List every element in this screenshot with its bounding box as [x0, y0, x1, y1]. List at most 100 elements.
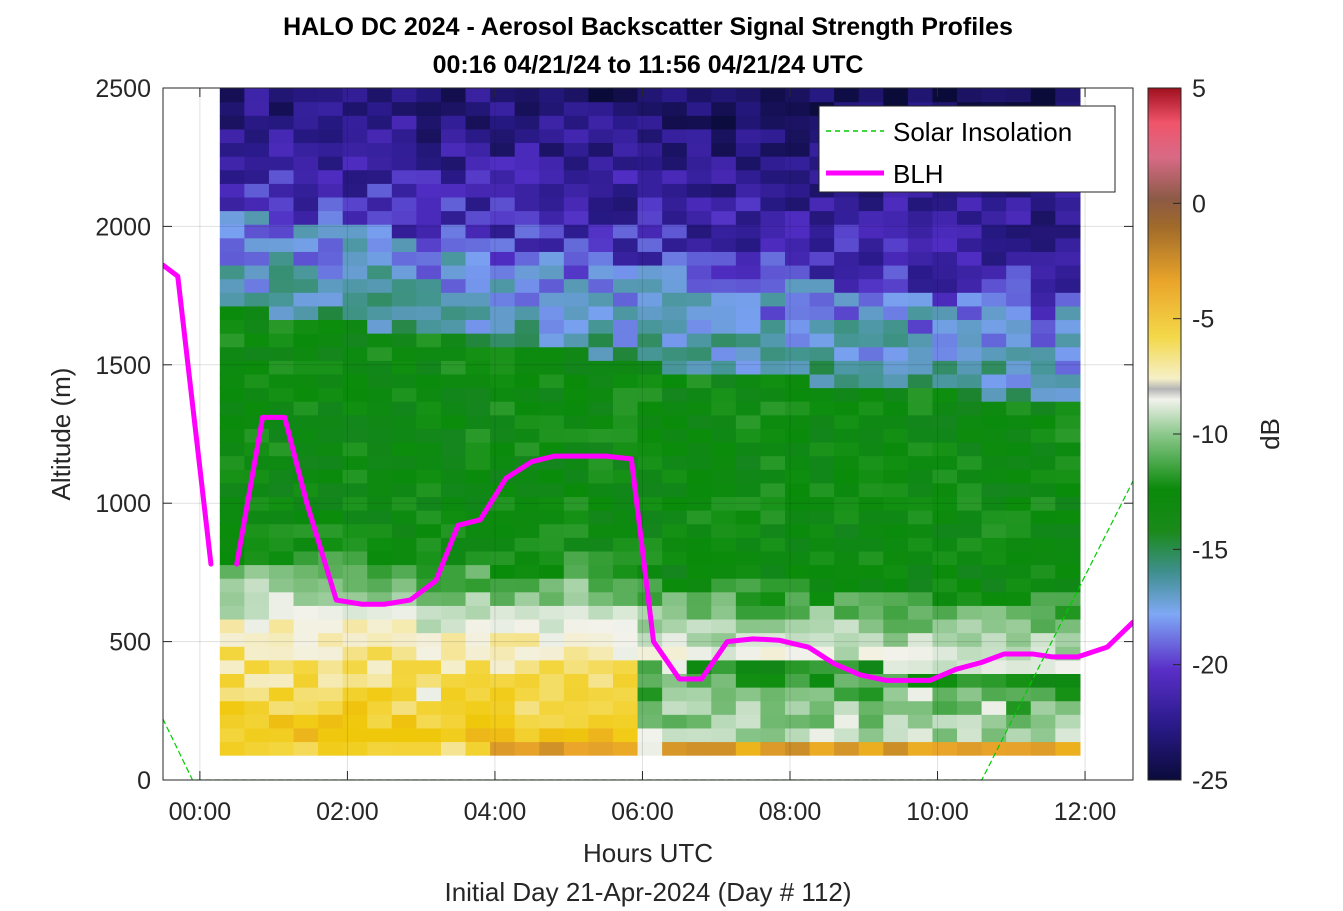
- heatmap-cell: [440, 128, 467, 144]
- heatmap-cell: [1006, 714, 1032, 729]
- heatmap-cell: [957, 346, 983, 361]
- heatmap-cell: [293, 632, 319, 647]
- heatmap-cell: [662, 428, 688, 443]
- heatmap-cell: [465, 305, 491, 321]
- heatmap-cell: [907, 441, 934, 457]
- heatmap-cell: [760, 510, 786, 525]
- heatmap-cell: [539, 373, 565, 389]
- heatmap-cell: [907, 455, 934, 470]
- heatmap-cell: [465, 115, 491, 130]
- heatmap-cell: [490, 319, 516, 334]
- heatmap-cell: [637, 455, 663, 470]
- heatmap-cell: [416, 687, 442, 702]
- heatmap-cell: [244, 169, 270, 184]
- heatmap-cell: [490, 169, 516, 184]
- heatmap-cell: [809, 210, 835, 225]
- heatmap-cell: [907, 264, 934, 280]
- y-tick-label: 0: [137, 767, 151, 795]
- heatmap-cell: [440, 455, 467, 470]
- heatmap-cell: [907, 251, 934, 266]
- heatmap-cell: [858, 401, 884, 416]
- heatmap-cell: [342, 428, 368, 443]
- heatmap-cell: [981, 319, 1007, 334]
- heatmap-cell: [391, 183, 417, 198]
- heatmap-cell: [391, 673, 417, 688]
- heatmap-cell: [416, 523, 442, 538]
- heatmap-cell: [490, 659, 516, 674]
- heatmap-cell: [342, 237, 368, 252]
- heatmap-cell: [318, 251, 344, 266]
- heatmap-cell: [883, 373, 909, 389]
- heatmap-cell: [539, 224, 565, 239]
- heatmap-cell: [465, 646, 491, 661]
- heatmap-cell: [760, 88, 786, 103]
- heatmap-cell: [539, 727, 565, 743]
- heatmap-cell: [244, 673, 270, 688]
- heatmap-cell: [514, 578, 540, 593]
- heatmap-cell: [735, 687, 762, 702]
- heatmap-cell: [981, 659, 1007, 674]
- heatmap-cell: [760, 537, 786, 552]
- heatmap-cell: [563, 482, 589, 498]
- heatmap-cell: [588, 251, 614, 266]
- heatmap-cell: [711, 373, 737, 389]
- heatmap-cell: [662, 183, 688, 198]
- heatmap-cell: [342, 455, 368, 470]
- heatmap-cell: [563, 183, 589, 198]
- heatmap-cell: [244, 605, 270, 620]
- heatmap-cell: [662, 128, 688, 144]
- heatmap-cell: [612, 428, 639, 443]
- heatmap-cell: [563, 292, 589, 307]
- heatmap-cell: [1055, 196, 1081, 212]
- heatmap-cell: [219, 142, 245, 157]
- heatmap-cell: [1006, 88, 1032, 103]
- heatmap-cell: [244, 659, 270, 674]
- heatmap-cell: [858, 578, 884, 593]
- heatmap-cell: [907, 741, 934, 756]
- heatmap-cell: [760, 727, 786, 743]
- heatmap-cell: [514, 292, 540, 307]
- heatmap-cell: [883, 237, 909, 252]
- heatmap-cell: [1030, 292, 1056, 307]
- heatmap-cell: [1055, 659, 1081, 674]
- heatmap-cell: [563, 659, 589, 674]
- heatmap-cell: [907, 346, 934, 361]
- heatmap-cell: [244, 646, 270, 661]
- heatmap-cell: [539, 169, 565, 184]
- heatmap-cell: [367, 183, 393, 198]
- heatmap-cell: [662, 333, 688, 348]
- heatmap-cell: [858, 741, 884, 756]
- heatmap-cell: [465, 496, 491, 511]
- heatmap-cell: [834, 360, 860, 375]
- heatmap-cell: [391, 373, 417, 389]
- heatmap-cell: [711, 510, 737, 525]
- heatmap-cell: [490, 510, 516, 525]
- heatmap-cell: [588, 428, 614, 443]
- solar-insolation-line: [163, 480, 1133, 780]
- heatmap-cell: [662, 264, 688, 280]
- heatmap-cell: [342, 210, 368, 225]
- heatmap-cell: [342, 659, 368, 674]
- heatmap-cell: [514, 224, 540, 239]
- heatmap-cell: [760, 210, 786, 225]
- heatmap-cell: [539, 714, 565, 729]
- heatmap-cell: [1055, 482, 1081, 498]
- heatmap-cell: [219, 183, 245, 198]
- heatmap-cell: [785, 741, 811, 756]
- heatmap-cell: [563, 333, 589, 348]
- heatmap-cell: [490, 537, 516, 552]
- heatmap-cell: [514, 183, 540, 198]
- heatmap-cell: [465, 727, 491, 743]
- heatmap-cell: [735, 578, 762, 593]
- heatmap-cell: [588, 687, 614, 702]
- heatmap-cell: [318, 264, 344, 280]
- heatmap-cell: [293, 128, 319, 144]
- heatmap-cell: [342, 224, 368, 239]
- heatmap-cell: [686, 169, 712, 184]
- heatmap-cell: [883, 414, 909, 429]
- heatmap-cell: [711, 659, 737, 674]
- heatmap-cell: [735, 305, 762, 321]
- heatmap-cell: [735, 183, 762, 198]
- heatmap-cell: [883, 687, 909, 702]
- heatmap-cell: [981, 401, 1007, 416]
